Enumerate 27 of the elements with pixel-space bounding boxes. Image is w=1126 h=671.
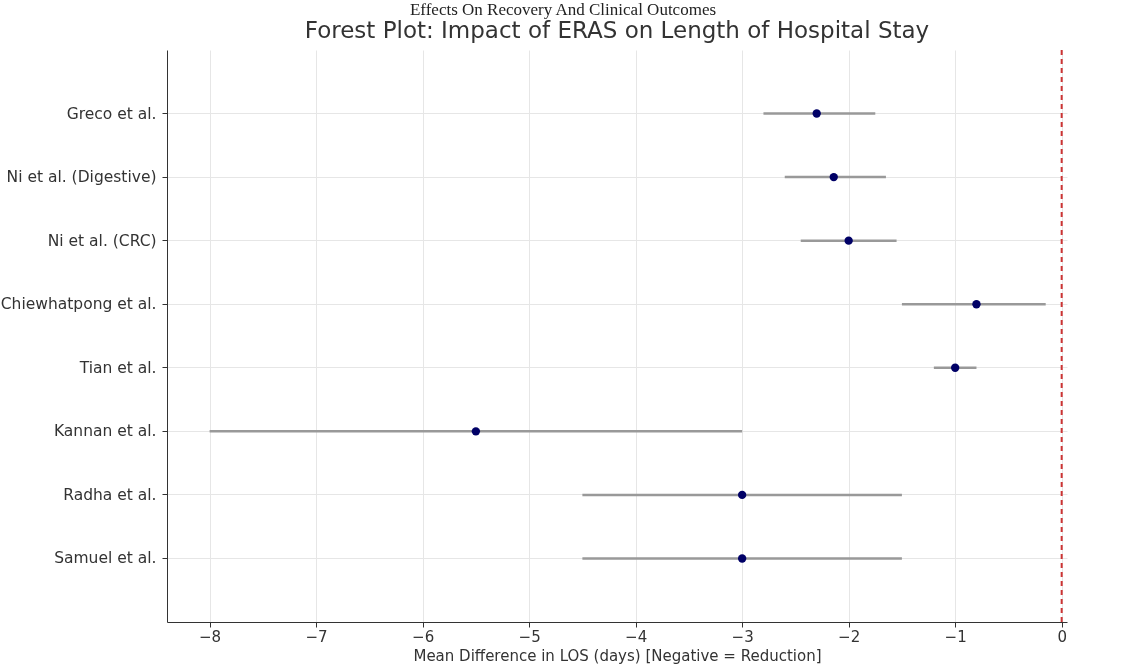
x-tick-label: −3	[731, 627, 754, 646]
y-tick-label: Chiewhatpong et al.	[0, 295, 157, 314]
x-tick-label: −1	[944, 627, 967, 646]
x-tick-label: −7	[305, 627, 328, 646]
x-tick-label: 0	[1057, 627, 1067, 646]
y-tick-label: Ni et al. (CRC)	[47, 231, 157, 250]
x-tick-label: −8	[199, 627, 222, 646]
x-tick-label: −5	[518, 627, 541, 646]
point	[812, 109, 821, 118]
point	[829, 172, 838, 182]
point	[950, 363, 960, 372]
point	[972, 300, 981, 309]
x-tick-label: −4	[625, 627, 648, 646]
x-tick-label: −2	[838, 627, 861, 646]
y-tick-label: Samuel et al.	[54, 549, 157, 568]
point	[471, 427, 481, 436]
text: Effects On Recovery And Clinical Outcomes	[408, 0, 718, 20]
point	[737, 490, 747, 500]
y-tick-label: Radha et al.	[63, 485, 157, 504]
y-tick-label: Ni et al. (Digestive)	[6, 168, 157, 187]
point	[737, 554, 747, 563]
y-tick-label: Greco et al.	[66, 104, 157, 123]
y-tick-label: Kannan et al.	[53, 422, 157, 441]
x-axis-title: Mean Difference in LOS (days) [Negative = Reduction]	[413, 646, 822, 665]
y-tick-label: Tian et al.	[78, 358, 157, 377]
point	[844, 236, 853, 245]
x-tick-label: −6	[412, 627, 435, 646]
